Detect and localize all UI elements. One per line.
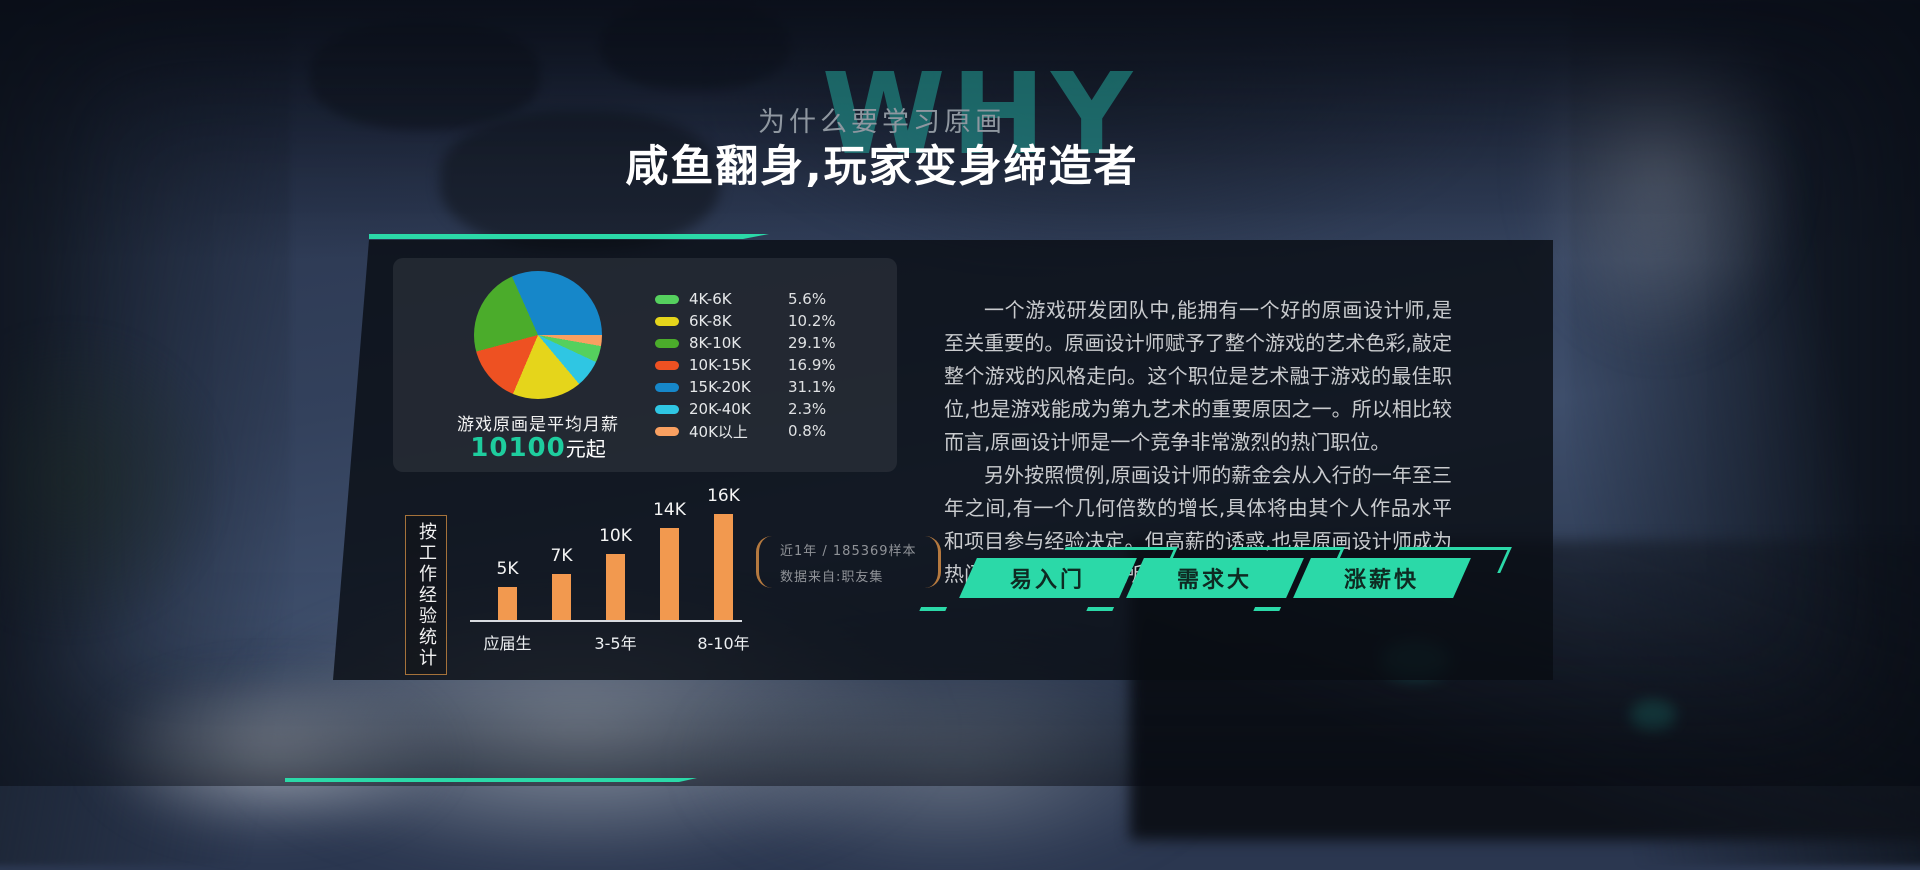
bg-top-shadow	[0, 0, 1920, 260]
bar-value-label: 5K	[496, 559, 519, 579]
sample-size-text: 近1年 / 185369样本	[780, 543, 917, 559]
article-paragraph-1: 一个游戏研发团队中,能拥有一个好的原画设计师,是至关重要的。原画设计师赋予了整个…	[944, 298, 1452, 454]
data-origin-text: 数据来自:职友集	[780, 569, 884, 585]
bar-value-label: 16K	[707, 486, 740, 506]
legend-label: 8K-10K	[689, 334, 742, 352]
legend-swatch	[655, 338, 679, 348]
legend-swatch	[655, 316, 679, 326]
legend-value: 5.6%	[788, 290, 827, 308]
banner-top-accent	[1064, 547, 1178, 550]
data-source-note: 近1年 / 185369样本 数据来自:职友集	[756, 536, 941, 588]
top-accent-line	[369, 234, 769, 239]
legend-label: 4K-6K	[689, 290, 732, 308]
legend-swatch	[655, 426, 679, 436]
legend-value: 31.1%	[788, 378, 836, 396]
legend-item: 15K-20K 31.1%	[655, 376, 836, 398]
legend-label: 6K-8K	[689, 312, 732, 330]
experience-label-box: 按工作经验统计	[405, 515, 447, 675]
pie-caption: 游戏原画是平均月薪	[457, 415, 619, 435]
legend-label: 10K-15K	[689, 356, 751, 374]
banner-bottom-slash	[1253, 607, 1282, 611]
banner-fast-raise: 涨薪快	[1253, 547, 1512, 611]
banner-bottom-slash	[1086, 607, 1115, 611]
x-axis-label: 3-5年	[594, 634, 637, 653]
section-subtitle: 为什么要学习原画	[758, 107, 1006, 138]
legend-swatch	[655, 404, 679, 414]
experience-label: 按工作经验统计	[416, 521, 437, 669]
salary-value: 10100	[470, 433, 566, 463]
bar-chart-x-axis: 应届生 3-5年 8-10年	[470, 630, 749, 653]
bar-value-label: 14K	[653, 500, 686, 520]
bar	[552, 574, 571, 620]
legend-value: 10.2%	[788, 312, 836, 330]
legend-item: 6K-8K 10.2%	[655, 310, 836, 332]
legend-item: 10K-15K 16.9%	[655, 354, 836, 376]
bar	[714, 514, 733, 620]
experience-bar-chart: 5K 7K 10K 14K 16K	[470, 486, 742, 622]
x-axis-label: 应届生	[483, 634, 532, 653]
banner-easy-entry: 易入门	[919, 547, 1178, 611]
legend-label: 20K-40K	[689, 400, 751, 418]
right-parenthesis-shape	[925, 536, 941, 588]
banner-label: 易入门	[1010, 568, 1086, 593]
legend-item: 8K-10K 29.1%	[655, 332, 836, 354]
bar	[498, 587, 517, 620]
legend-swatch	[655, 294, 679, 304]
x-axis-label: 8-10年	[697, 634, 750, 653]
bar-value-label: 10K	[599, 526, 632, 546]
legend-swatch	[655, 382, 679, 392]
banner-top-accent	[1398, 547, 1512, 550]
legend-item: 4K-6K 5.6%	[655, 288, 836, 310]
legend-value: 29.1%	[788, 334, 836, 352]
salary-card	[393, 258, 897, 472]
bottom-accent-line	[285, 778, 697, 782]
legend-item: 20K-40K 2.3%	[655, 398, 836, 420]
legend-item: 40K以上 0.8%	[655, 420, 836, 442]
bar	[606, 554, 625, 620]
banner-top-accent	[1231, 547, 1345, 550]
banner-label: 涨薪快	[1344, 568, 1420, 593]
page-title: 咸鱼翻身,玩家变身缔造者	[625, 142, 1139, 192]
bg-teal-glint	[1630, 700, 1676, 730]
bar	[660, 528, 679, 620]
banner-high-demand: 需求大	[1086, 547, 1345, 611]
legend-value: 0.8%	[788, 422, 827, 440]
legend-label: 40K以上	[689, 422, 748, 441]
pie-legend: 4K-6K 5.6% 6K-8K 10.2% 8K-10K 29.1% 10K-15K 16.…	[655, 288, 836, 442]
legend-label: 15K-20K	[689, 378, 751, 396]
banner-label: 需求大	[1177, 568, 1253, 593]
banner-bottom-slash	[919, 607, 948, 611]
why-watermark: WHY	[821, 50, 1139, 180]
bg-left-cliff-moss	[0, 320, 230, 640]
left-parenthesis-shape	[756, 536, 772, 588]
legend-value: 16.9%	[788, 356, 836, 374]
bar-value-label: 7K	[550, 546, 573, 566]
legend-value: 2.3%	[788, 400, 827, 418]
pie-salary-line: 10100元起	[413, 433, 663, 463]
salary-suffix: 元起	[565, 437, 606, 461]
legend-swatch	[655, 360, 679, 370]
salary-pie-chart	[474, 271, 602, 399]
article-text: 一个游戏研发团队中,能拥有一个好的原画设计师,是至关重要的。原画设计师赋予了整个…	[944, 294, 1452, 591]
